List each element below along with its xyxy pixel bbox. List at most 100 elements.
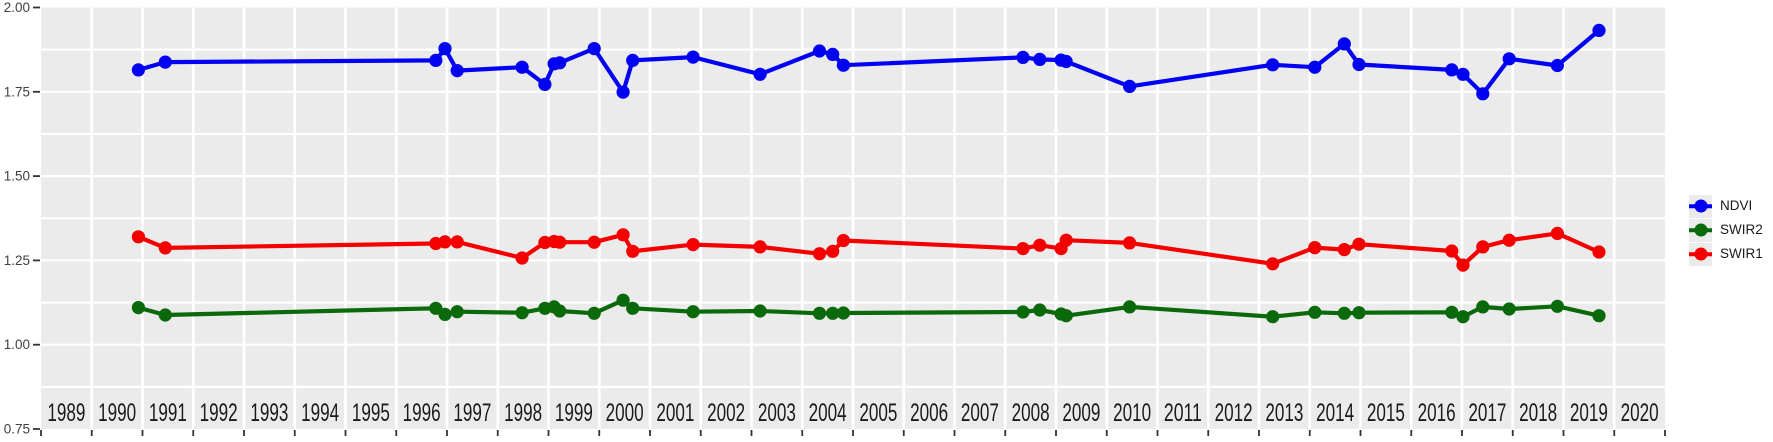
x-tick-label: 1999 <box>555 399 593 427</box>
data-point-SWIR1 <box>587 235 601 249</box>
x-tick-label: 2017 <box>1468 399 1506 427</box>
x-tick-label: 2000 <box>606 399 644 427</box>
data-point-NDVI <box>553 56 567 70</box>
data-point-NDVI <box>538 77 552 91</box>
x-tick-label: 1994 <box>301 399 339 427</box>
data-point-SWIR1 <box>515 251 529 265</box>
data-point-SWIR1 <box>812 247 827 261</box>
data-point-NDVI <box>1592 23 1606 37</box>
legend-key-NDVI <box>1689 194 1712 218</box>
data-point-SWIR1 <box>826 244 840 258</box>
data-point-SWIR2 <box>158 308 172 322</box>
y-tick-label: 0.75 <box>4 422 30 437</box>
series-SWIR2 <box>131 293 1606 324</box>
data-point-NDVI <box>1502 52 1516 66</box>
data-point-NDVI <box>826 47 840 62</box>
data-point-NDVI <box>438 42 452 56</box>
data-point-SWIR1 <box>1550 226 1564 240</box>
x-tick-label: 2012 <box>1215 399 1253 427</box>
x-tick-label: 2020 <box>1621 399 1659 427</box>
data-point-NDVI <box>753 67 767 81</box>
x-tick-label: 2011 <box>1164 399 1202 427</box>
x-tick-label: 2003 <box>758 399 796 427</box>
data-point-SWIR1 <box>1456 258 1470 272</box>
legend-key-SWIR2 <box>1689 218 1712 242</box>
data-point-SWIR1 <box>753 240 767 254</box>
data-point-NDVI <box>1337 37 1351 51</box>
y-tick-label: 2.00 <box>4 0 30 15</box>
data-point-SWIR2 <box>1033 303 1047 317</box>
data-point-SWIR1 <box>1266 257 1280 271</box>
data-point-SWIR2 <box>1456 310 1470 324</box>
x-tick-label: 2001 <box>656 399 694 427</box>
data-point-NDVI <box>1550 58 1564 73</box>
data-point-NDVI <box>616 85 630 99</box>
data-point-SWIR1 <box>836 233 851 248</box>
data-point-SWIR2 <box>1352 306 1366 320</box>
data-point-SWIR1 <box>450 235 464 249</box>
data-point-SWIR2 <box>515 306 529 320</box>
data-point-SWIR2 <box>836 306 851 320</box>
data-point-SWIR2 <box>1016 305 1030 319</box>
data-point-SWIR1 <box>1337 243 1351 257</box>
x-tick-label: 1995 <box>352 399 390 427</box>
data-point-SWIR2 <box>1445 305 1459 319</box>
legend-label: NDVI <box>1720 198 1753 213</box>
data-point-SWIR2 <box>616 293 630 307</box>
data-point-NDVI <box>626 53 640 67</box>
x-tick-label: 2018 <box>1519 399 1557 427</box>
x-tick-label: 2006 <box>910 399 948 427</box>
y-tick-label: 1.50 <box>4 169 30 184</box>
data-point-NDVI <box>1308 60 1322 74</box>
data-point-SWIR1 <box>1059 233 1073 247</box>
data-point-SWIR2 <box>626 301 640 315</box>
data-point-SWIR2 <box>587 306 601 320</box>
data-point-NDVI <box>836 58 851 72</box>
data-point-SWIR2 <box>1337 306 1351 320</box>
legend-item-NDVI: NDVI <box>1689 194 1763 218</box>
data-point-SWIR2 <box>1123 300 1137 314</box>
data-point-SWIR1 <box>1476 240 1490 254</box>
x-tick-label: 2004 <box>809 399 847 427</box>
data-point-NDVI <box>1445 63 1459 77</box>
data-point-SWIR2 <box>553 304 567 318</box>
x-tick-label: 2016 <box>1418 399 1456 427</box>
legend: NDVI SWIR2 SWIR1 <box>1689 194 1763 266</box>
legend-key-SWIR1 <box>1689 242 1712 266</box>
data-point-SWIR1 <box>1352 237 1366 251</box>
x-tick-label: 2007 <box>961 399 999 427</box>
data-point-SWIR2 <box>450 305 464 319</box>
x-tick-label: 1997 <box>453 399 491 427</box>
x-tick-label: 1992 <box>200 399 238 427</box>
x-tick-label: 2015 <box>1367 399 1405 427</box>
legend-key-dot <box>1694 223 1707 237</box>
data-point-NDVI <box>1016 50 1030 64</box>
legend-item-SWIR2: SWIR2 <box>1689 218 1763 242</box>
x-tick-label: 1990 <box>98 399 136 427</box>
x-tick-label: 2010 <box>1113 399 1151 427</box>
data-point-SWIR2 <box>1502 302 1516 316</box>
axis-ticks <box>33 6 1666 436</box>
data-point-SWIR1 <box>553 235 567 249</box>
data-point-NDVI <box>158 55 172 69</box>
series-NDVI <box>131 23 1606 101</box>
data-point-NDVI <box>1059 54 1073 69</box>
data-point-SWIR1 <box>1502 233 1516 247</box>
data-point-SWIR2 <box>1592 309 1606 323</box>
data-point-SWIR2 <box>438 307 452 321</box>
x-tick-label: 2008 <box>1012 399 1050 427</box>
data-point-SWIR2 <box>1059 309 1073 323</box>
data-point-NDVI <box>1033 52 1047 66</box>
x-tick-label: 2019 <box>1570 399 1608 427</box>
x-tick-label: 2009 <box>1062 399 1100 427</box>
data-point-SWIR1 <box>1308 241 1322 255</box>
x-tick-label: 2014 <box>1316 399 1354 427</box>
data-point-SWIR1 <box>686 238 700 252</box>
x-tick-label: 2013 <box>1265 399 1303 427</box>
x-tick-label: 1989 <box>47 399 85 427</box>
x-tick-label: 2005 <box>859 399 897 427</box>
data-point-NDVI <box>131 63 145 77</box>
data-point-SWIR2 <box>826 306 840 320</box>
